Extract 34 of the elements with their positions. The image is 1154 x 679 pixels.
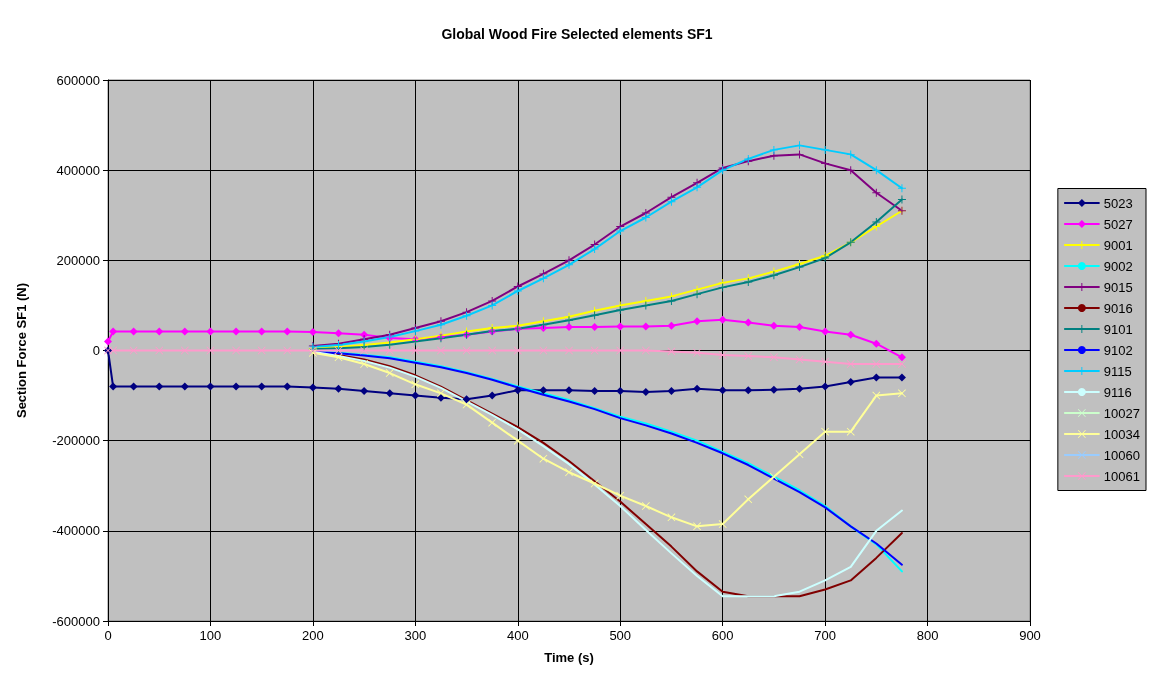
y-tick-label: 0 (92, 343, 100, 358)
x-tick-label: 500 (609, 628, 632, 643)
x-tick-label: 400 (506, 628, 529, 643)
x-tick-label: 800 (916, 628, 939, 643)
x-tick-label: 600 (711, 628, 734, 643)
legend-label: 10034 (1103, 426, 1141, 442)
legend-label: 9102 (1103, 342, 1133, 358)
x-axis-title: Time (s) (544, 650, 594, 665)
legend-label: 10061 (1103, 468, 1141, 484)
y-tick-label: -400000 (52, 523, 100, 539)
y-tick-label: 600000 (56, 72, 100, 88)
legend-label: 5027 (1103, 216, 1133, 232)
y-tick-label: -200000 (52, 433, 100, 449)
y-tick-label: 400000 (56, 162, 100, 178)
x-tick-label: 0 (104, 628, 112, 643)
legend-label: 9115 (1103, 363, 1132, 379)
legend-label: 9101 (1103, 321, 1133, 337)
x-tick-label: 700 (814, 628, 836, 643)
x-tick-label: 100 (199, 628, 222, 643)
x-tick-label: 900 (1019, 628, 1041, 643)
y-tick-label: 200000 (56, 252, 100, 268)
legend-label: 5023 (1103, 195, 1133, 211)
legend-label: 9001 (1103, 237, 1133, 253)
legend-label: 9116 (1103, 384, 1132, 400)
legend-label: 9016 (1103, 300, 1133, 316)
x-tick-label: 300 (404, 628, 427, 643)
y-axis-title: Section Force SF1 (N) (14, 282, 29, 419)
x-tick-label: 200 (302, 628, 324, 643)
chart-title: Global Wood Fire Selected elements SF1 (441, 26, 713, 42)
legend-label: 9015 (1103, 279, 1133, 295)
y-tick-label: -600000 (52, 613, 100, 629)
legend-label: 10027 (1103, 405, 1141, 421)
legend-label: 10060 (1103, 447, 1141, 463)
legend-label: 9002 (1103, 258, 1133, 274)
